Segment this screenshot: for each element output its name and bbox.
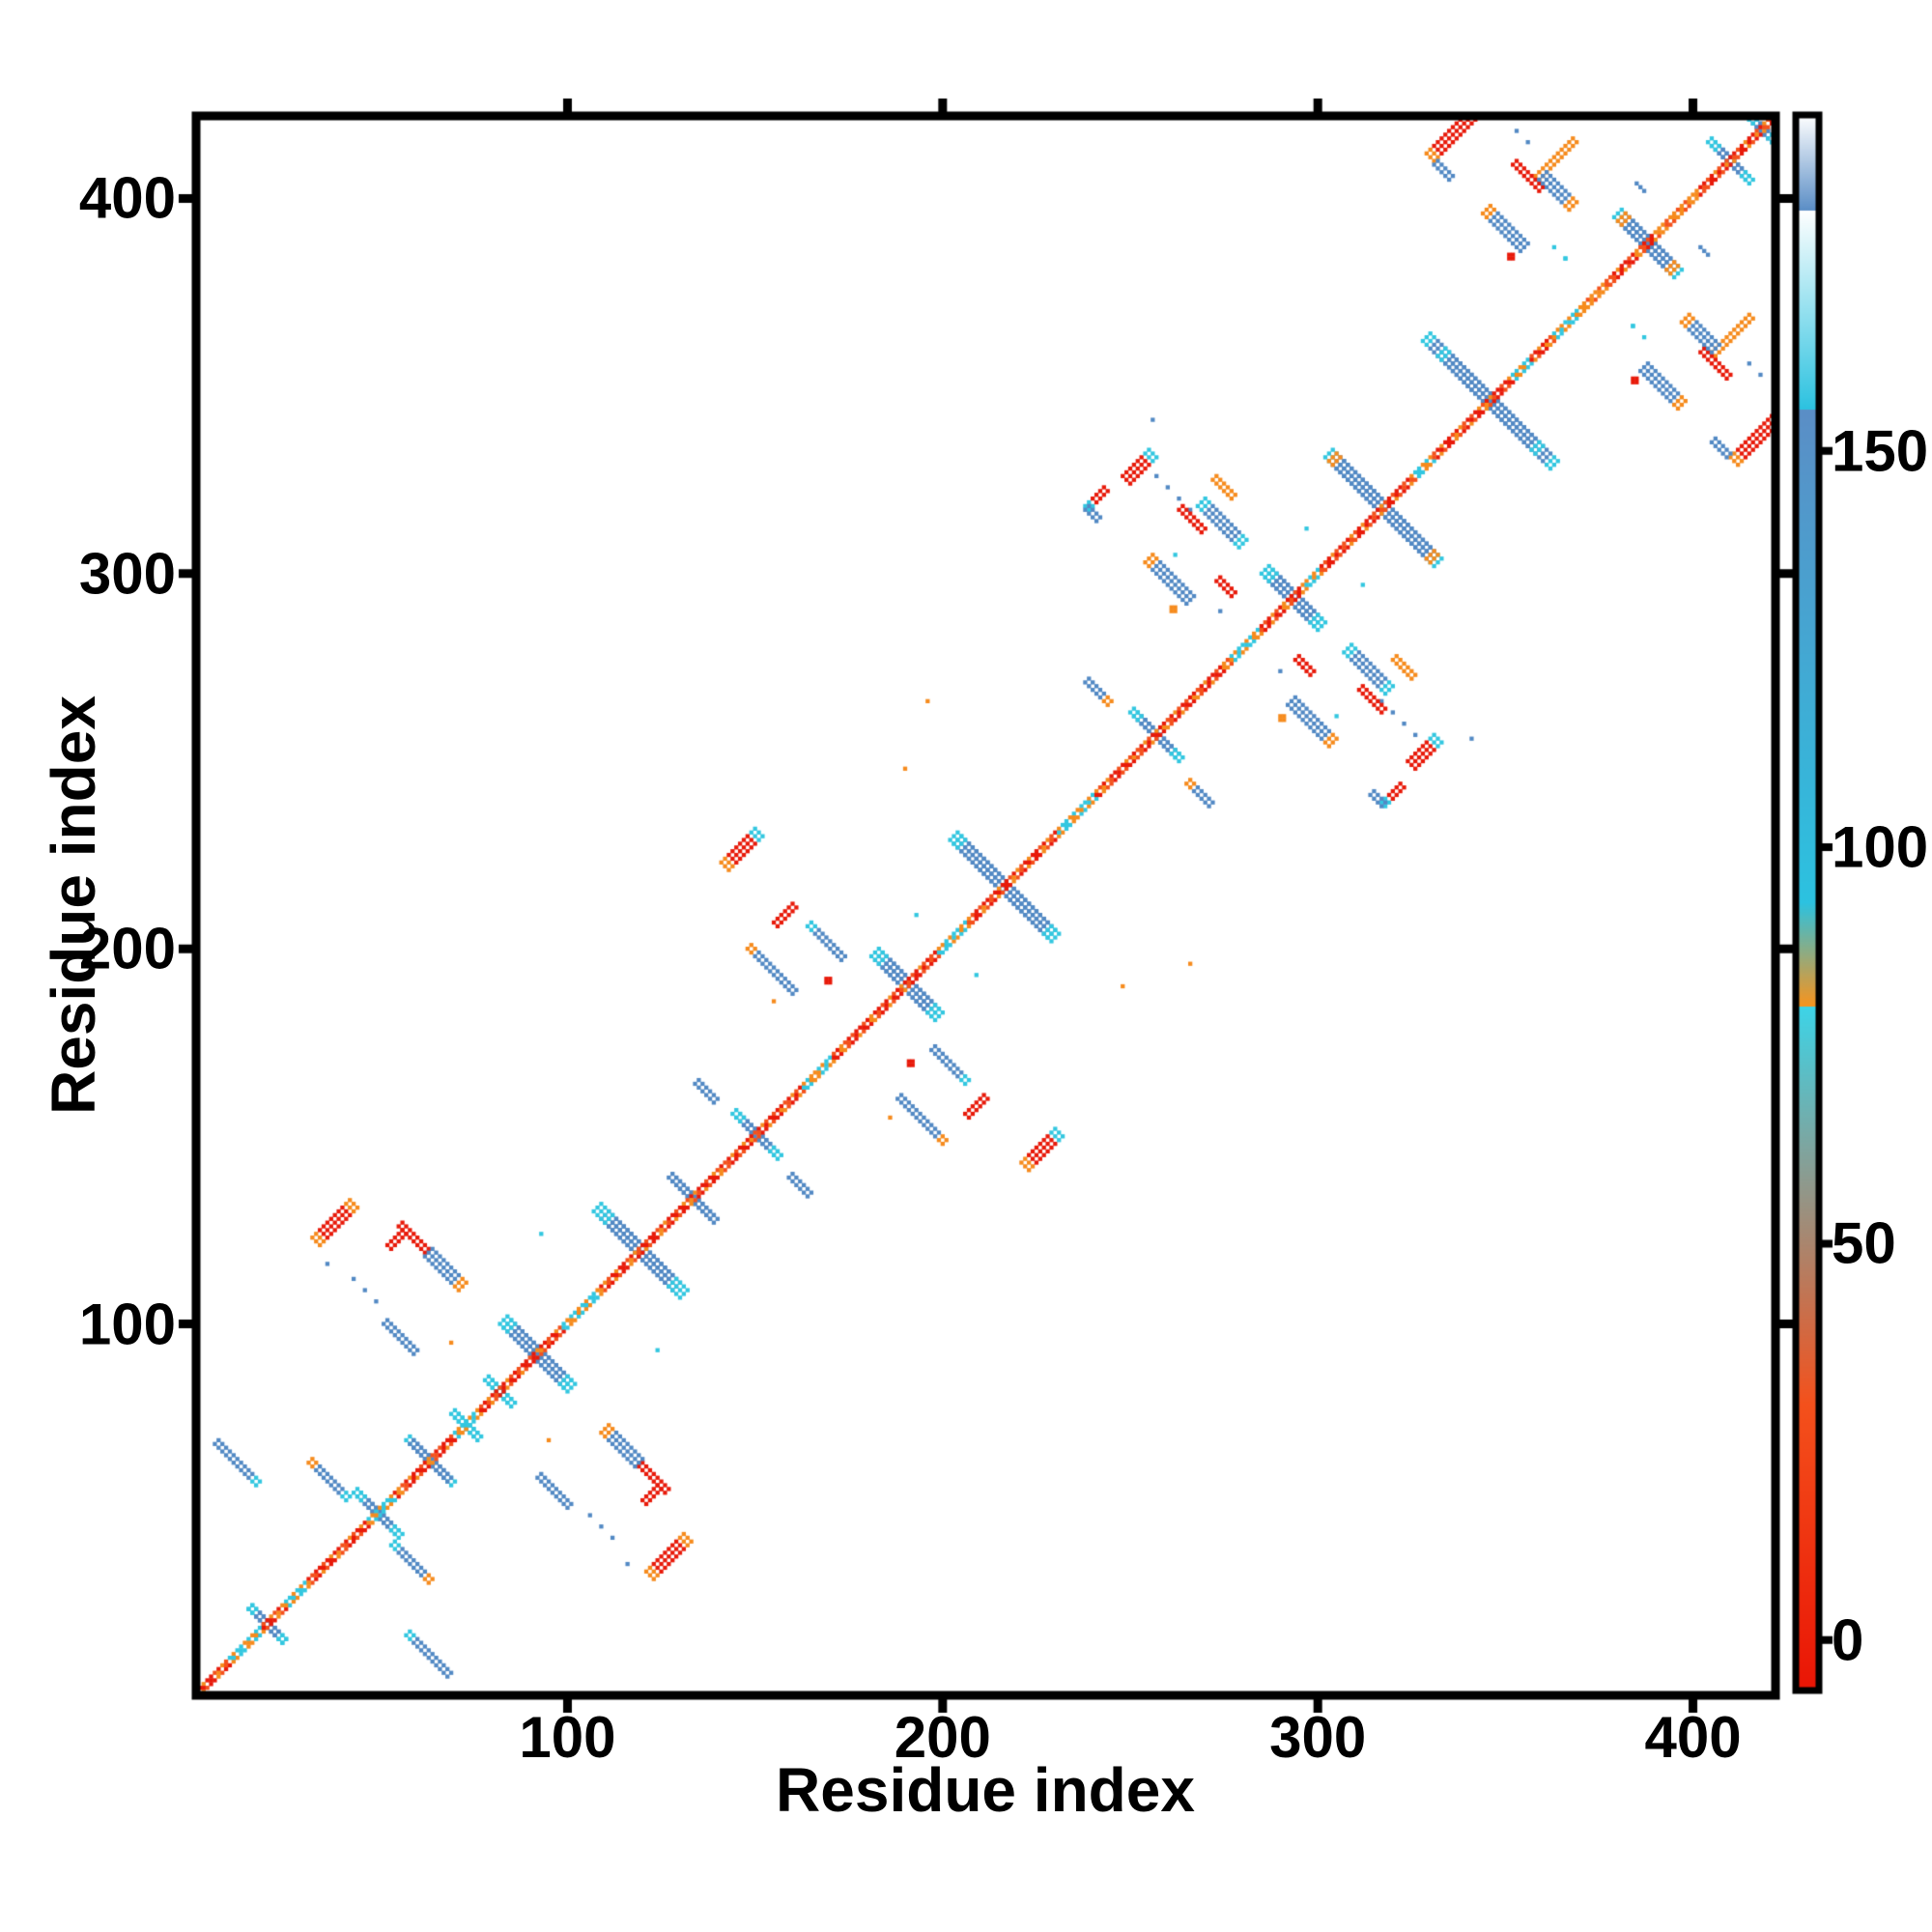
colorbar-tick-label: 150 [1832, 418, 1929, 484]
colorbar-tick-label: 100 [1832, 814, 1929, 880]
colorbar-tick-label: 0 [1832, 1607, 1864, 1673]
colorbar-tick-label: 50 [1832, 1210, 1896, 1276]
y-axis-title: Residue index [39, 696, 108, 1115]
y-tick-label: 300 [78, 541, 176, 607]
x-axis-title: Residue index [776, 1755, 1195, 1825]
x-tick-label: 400 [1644, 1705, 1742, 1770]
y-tick-label: 400 [78, 165, 176, 231]
y-tick-label: 200 [78, 916, 176, 981]
x-tick-label: 100 [519, 1705, 616, 1770]
x-tick-label: 300 [1269, 1705, 1367, 1770]
x-tick-label: 200 [894, 1705, 991, 1770]
y-tick-label: 100 [78, 1292, 176, 1357]
